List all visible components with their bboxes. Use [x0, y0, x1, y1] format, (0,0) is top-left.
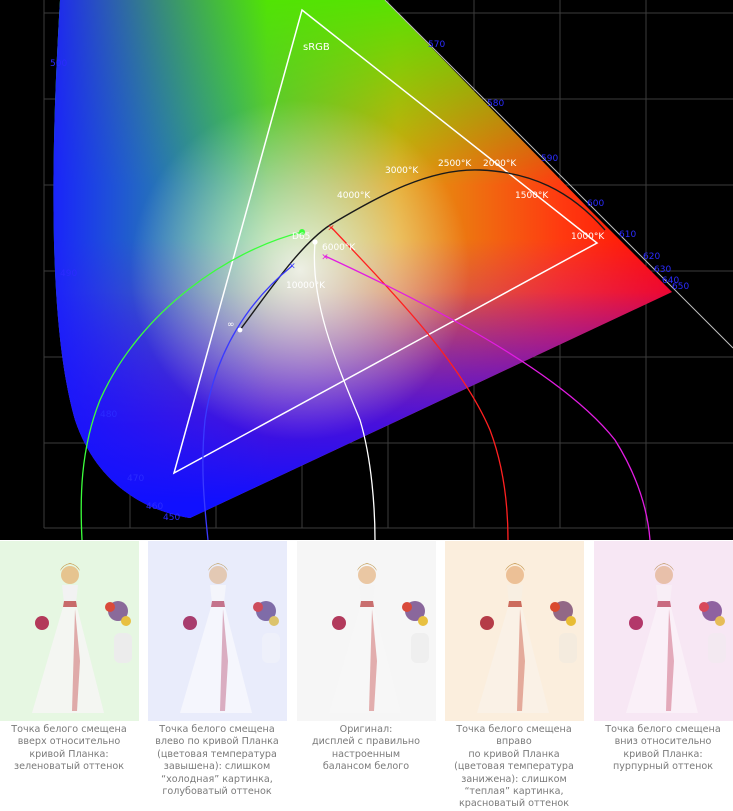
temperature-label: 1000°K	[571, 232, 605, 242]
blue-point-marker: ×	[288, 262, 296, 272]
wavelength-label: 650	[672, 282, 689, 292]
wavelength-label: 460	[146, 502, 163, 512]
wavelength-label: 500	[50, 59, 67, 69]
temperature-label: 6000°K	[322, 243, 356, 253]
photo-panel-original	[297, 541, 436, 721]
temperature-label: 2000°K	[483, 159, 517, 169]
temperature-label: 10000°K	[286, 281, 326, 291]
cie-chromaticity-diagram: sRGB × × × D65 ∞ 500 570 580 590 600 610…	[0, 0, 733, 540]
wavelength-label: 450	[163, 513, 180, 523]
infinity-point	[237, 327, 243, 333]
bride-photo	[594, 541, 733, 721]
temperature-label: 4000°K	[337, 191, 371, 201]
bride-photo	[148, 541, 287, 721]
bride-photo	[297, 541, 436, 721]
temperature-label: 2500°K	[438, 159, 472, 169]
red-point-marker: ×	[327, 224, 335, 234]
original-curve	[313, 242, 376, 540]
temperature-label: 3000°K	[385, 166, 419, 176]
temperature-labels: 3000°K 2500°K 2000°K 4000°K 1500°K 1000°…	[286, 159, 605, 291]
captions: Точка белого смещена вверх относительно …	[0, 724, 733, 809]
magenta-shift-curve	[324, 255, 651, 540]
green-shift-curve	[80, 231, 303, 540]
caption-red: Точка белого смещена вправо по кривой Пл…	[454, 724, 574, 810]
caption-green: Точка белого смещена вверх относительно …	[11, 724, 127, 773]
photo-panel-blue	[148, 541, 287, 721]
caption-original: Оригинал: дисплей с правильно настроенны…	[311, 724, 421, 773]
infinity-label: ∞	[227, 320, 235, 330]
wavelength-label: 620	[643, 252, 660, 262]
wavelength-label: 590	[541, 154, 558, 164]
d65-label: D65	[292, 232, 310, 242]
wavelength-label: 610	[619, 230, 636, 240]
bride-photo	[445, 541, 584, 721]
wavelength-labels: 500 570 580 590 600 610 620 630 640 650 …	[50, 40, 689, 523]
planckian-locus	[239, 169, 606, 331]
srgb-gamut-triangle	[172, 8, 599, 475]
photo-panel-green	[0, 541, 139, 721]
wavelength-label: 640	[662, 276, 679, 286]
wavelength-label: 570	[428, 40, 445, 50]
wavelength-label: 490	[60, 269, 77, 279]
wavelength-label: 600	[587, 199, 604, 209]
d65-point	[312, 239, 318, 245]
wavelength-label: 480	[100, 410, 117, 420]
magenta-point-marker: ×	[321, 253, 329, 263]
photo-strip	[0, 541, 733, 721]
bride-photo	[0, 541, 139, 721]
spectral-edge-line	[384, 0, 733, 349]
red-shift-curve	[330, 226, 509, 540]
srgb-label: sRGB	[303, 42, 330, 53]
photo-panel-red	[445, 541, 584, 721]
photo-panel-magenta	[594, 541, 733, 721]
wavelength-label: 580	[487, 99, 504, 109]
temperature-label: 1500°K	[515, 191, 549, 201]
caption-blue: Точка белого смещена влево по кривой Пла…	[155, 724, 279, 798]
green-point	[299, 229, 305, 235]
blue-shift-curve	[202, 265, 293, 540]
wavelength-label: 470	[127, 474, 144, 484]
wavelength-label: 630	[654, 265, 671, 275]
caption-magenta: Точка белого смещена вниз относительно к…	[605, 724, 721, 773]
